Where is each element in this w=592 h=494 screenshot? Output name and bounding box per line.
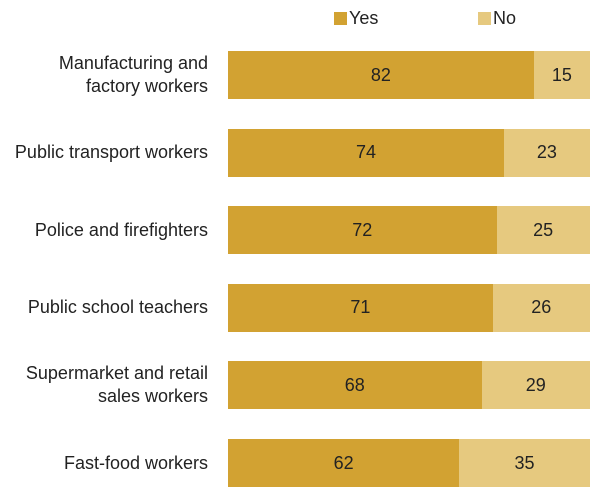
category-label: Manufacturing and factory workers: [58, 53, 208, 96]
value-label: 82: [370, 64, 391, 85]
bar-segment: 68: [228, 361, 482, 410]
value-label: 62: [333, 452, 354, 473]
bar-segment: 15: [533, 51, 590, 99]
category-label: Public school teachers: [27, 297, 208, 318]
bar-segment: 35: [459, 439, 590, 487]
value-label: 74: [355, 142, 377, 163]
bar-segment: 23: [504, 128, 590, 177]
legend-label: Yes: [349, 8, 379, 28]
bar-segment: 71: [228, 283, 493, 332]
value-label: 15: [551, 64, 572, 85]
legend-swatch: [334, 12, 347, 25]
bar-segment: 25: [496, 206, 590, 255]
bar-segment: 72: [228, 206, 497, 255]
bar-segment: 82: [228, 51, 534, 99]
bar-segment: 62: [228, 439, 460, 487]
category-label: Supermarket and retail sales workers: [25, 363, 208, 407]
category-label: Public transport workers: [14, 142, 208, 163]
value-label: 26: [531, 297, 552, 318]
bar-segment: 26: [492, 283, 590, 332]
legend-swatch: [478, 12, 491, 25]
bar-segment: 74: [228, 128, 505, 177]
value-label: 25: [533, 219, 554, 240]
bar-segment: 29: [481, 361, 590, 410]
value-label: 71: [350, 297, 371, 318]
value-label: 35: [514, 452, 535, 473]
category-label: Fast-food workers: [63, 452, 208, 473]
legend-label: No: [493, 8, 517, 28]
value-label: 23: [536, 142, 557, 163]
value-label: 29: [525, 374, 546, 395]
value-label: 68: [344, 374, 365, 395]
category-label: Police and firefighters: [34, 219, 208, 240]
value-label: 72: [352, 219, 373, 240]
